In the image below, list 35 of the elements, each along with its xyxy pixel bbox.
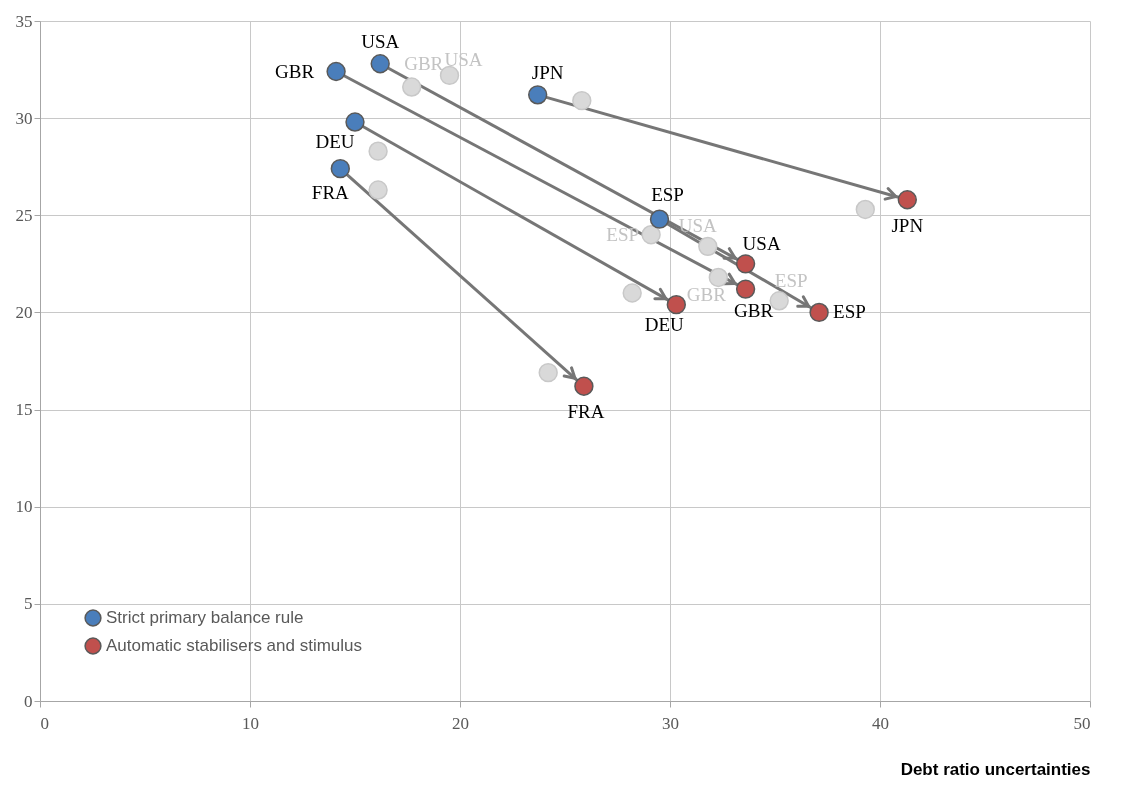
x-axis-title: Debt ratio uncertainties	[900, 759, 1091, 779]
legend-label: Automatic stabilisers and stimulus	[106, 636, 363, 655]
y-tick-label: 0	[24, 691, 33, 711]
y-tick-label: 25	[15, 205, 33, 225]
y-tick-label: 10	[15, 497, 33, 517]
annotation: GBR	[275, 60, 315, 82]
annotation: ESP	[606, 223, 640, 245]
annotation: JPN	[891, 214, 924, 236]
annotation: ESP	[651, 184, 684, 206]
y-tick-label: 35	[15, 11, 33, 31]
annotation: GBR	[734, 300, 774, 322]
x-tick-label: 50	[1073, 713, 1091, 733]
x-tick-label: 30	[662, 713, 679, 733]
y-tick-label: 15	[15, 400, 33, 420]
annotation: GBR	[686, 284, 727, 306]
annotation: FRA	[567, 401, 605, 423]
annotation: DEU	[315, 131, 355, 153]
y-tick-label: 5	[24, 594, 33, 614]
annotation: ESP	[774, 269, 808, 291]
y-tick-label: 20	[15, 302, 33, 322]
annotation: JPN	[531, 61, 564, 83]
annotation: USA	[742, 232, 781, 254]
annotation: FRA	[311, 181, 350, 203]
annotation: ESP	[833, 301, 866, 323]
x-tick-label: 10	[242, 713, 259, 733]
annotation: USA	[678, 215, 718, 237]
annotation: USA	[444, 49, 483, 71]
legend-label: Strict primary balance rule	[106, 608, 304, 627]
y-tick-label: 30	[15, 108, 33, 128]
annotation: DEU	[644, 313, 685, 335]
x-tick-label: 40	[872, 713, 889, 733]
x-tick-label: 20	[452, 713, 469, 733]
x-tick-label: 0	[40, 713, 49, 733]
annotation: USA	[361, 30, 400, 52]
annotation: GBR	[404, 53, 444, 75]
